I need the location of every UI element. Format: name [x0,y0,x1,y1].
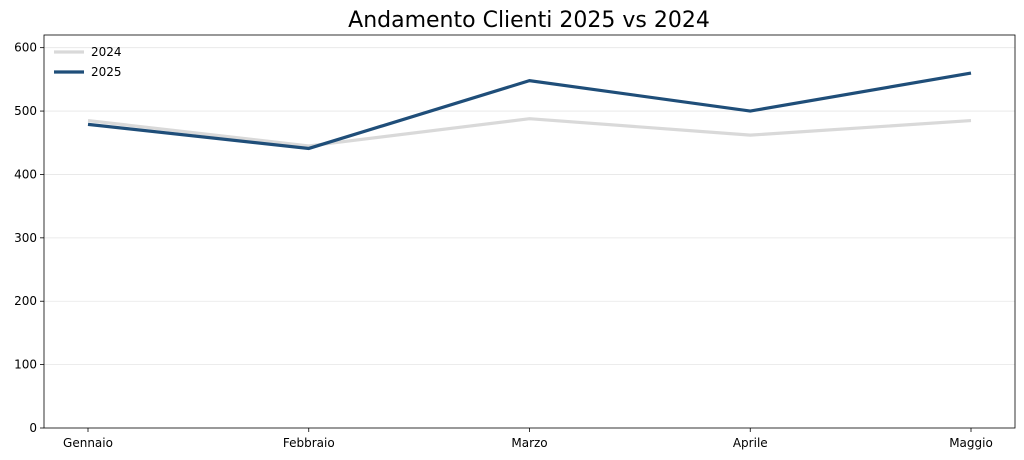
x-tick-label: Maggio [949,436,993,450]
y-tick-label: 0 [29,421,37,435]
legend-label-2024: 2024 [91,45,122,59]
y-tick-label: 100 [14,358,37,372]
axes: 0 100 200 300 400 500 600 Gennaio Febbraio Marzo A… [14,34,1016,450]
y-tick-label: 600 [14,41,37,55]
y-tick-label: 200 [14,294,37,308]
chart-title: Andamento Clienti 2025 vs 2024 [348,8,710,33]
x-tick-label: Marzo [511,436,547,450]
x-tick-label: Aprile [733,436,768,450]
plot-frame [43,34,1016,429]
y-tick-label: 400 [14,167,37,181]
legend-label-2025: 2025 [91,65,122,79]
y-tick-label: 500 [14,104,37,118]
series-line-2024 [87,117,972,148]
series-line-2025 [87,71,972,151]
series-lines [87,71,972,151]
legend: 2024 2025 [54,45,122,79]
grid [44,47,1015,366]
x-tick-label: Gennaio [63,436,113,450]
x-tick-label: Febbraio [283,436,335,450]
y-tick-label: 300 [14,231,37,245]
